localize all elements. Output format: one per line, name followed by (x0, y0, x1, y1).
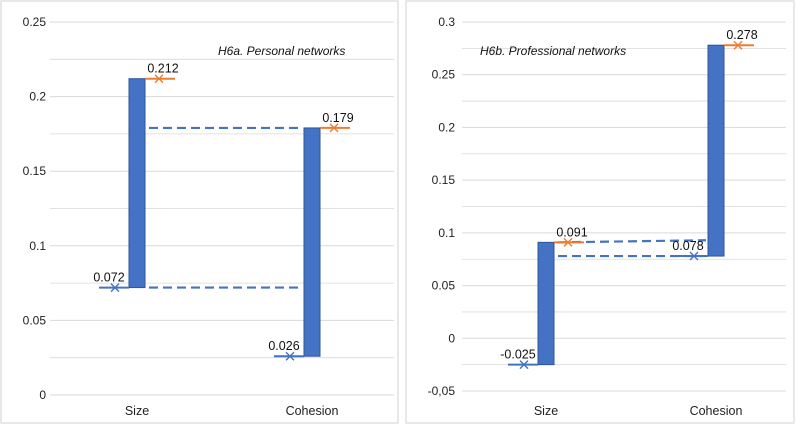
category-label-cohesion: Cohesion (286, 404, 339, 418)
end-marker (154, 74, 164, 84)
data-label-start: 0.078 (672, 239, 703, 253)
y-tick-label: 0.25 (23, 15, 47, 29)
panel-professional-networks: H6b. Professional networks Size Cohesion… (428, 15, 786, 418)
data-label-start: 0.026 (268, 339, 299, 353)
bar-size (128, 78, 146, 289)
data-label-end: 0.179 (322, 111, 353, 125)
y-tick-label: -0,05 (428, 384, 456, 398)
data-label-end: 0.091 (556, 225, 587, 239)
start-marker (285, 351, 295, 361)
gridlines (462, 21, 786, 392)
data-label-start: 0.072 (93, 271, 124, 285)
panel-title: H6a. Personal networks (218, 44, 345, 58)
category-label-cohesion: Cohesion (690, 404, 743, 418)
y-tick-label: 0.05 (432, 279, 456, 293)
y-tick-label: 0.1 (29, 239, 46, 253)
y-tick-label: 0.3 (438, 15, 455, 29)
start-marker (689, 251, 699, 261)
y-tick-label: 0.25 (432, 68, 456, 82)
end-marker (563, 237, 573, 247)
category-label-size: Size (125, 404, 149, 418)
panel-frame-right (405, 0, 795, 424)
y-tick-label: 0.2 (29, 90, 46, 104)
bar-size (537, 241, 555, 366)
y-tick-label: 0.1 (438, 226, 455, 240)
y-tick-label: 0.15 (432, 173, 456, 187)
data-label-end: 0.212 (147, 62, 178, 76)
y-tick-label: 0 (448, 331, 455, 345)
panel-personal-networks: H6a. Personal networks Size Cohesion 0 0.… (23, 15, 394, 418)
y-tick-label: 0.2 (438, 120, 455, 134)
gridlines (50, 21, 394, 396)
data-label-end: 0.278 (726, 28, 757, 42)
category-label-size: Size (534, 404, 558, 418)
panel-frame-left (0, 0, 399, 424)
panel-title: H6b. Professional networks (480, 44, 626, 58)
end-marker (329, 123, 339, 133)
start-marker (110, 283, 120, 293)
y-tick-label: 0.05 (23, 313, 47, 327)
end-marker (733, 40, 743, 50)
bar-cohesion (303, 127, 321, 357)
dashed-connector (557, 239, 707, 244)
bar-cohesion (707, 44, 725, 257)
y-tick-label: 0 (39, 388, 46, 402)
start-marker (519, 360, 529, 370)
data-label-start: -0.025 (500, 348, 535, 362)
y-tick-label: 0.15 (23, 164, 47, 178)
